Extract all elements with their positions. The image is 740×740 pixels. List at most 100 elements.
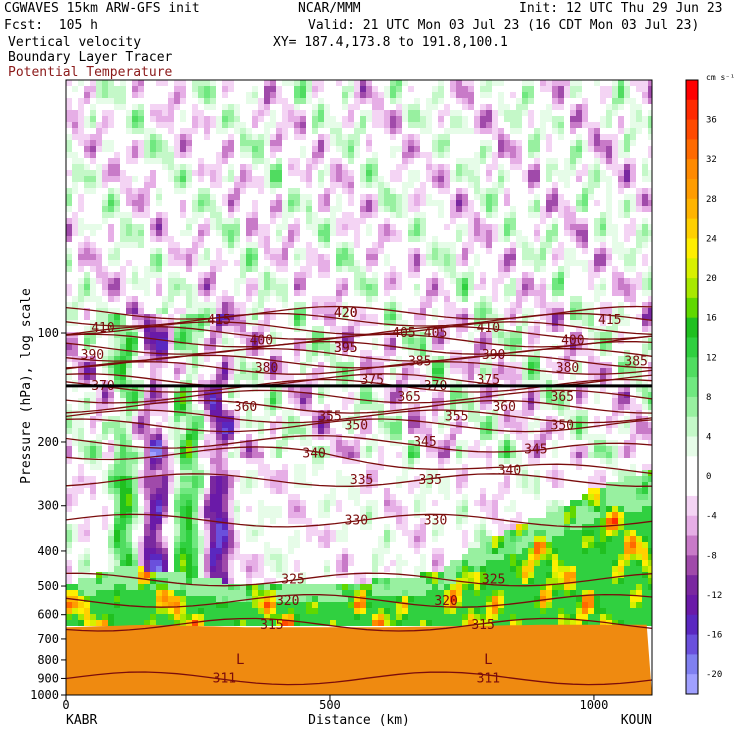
x-axis-title: Distance (km) (308, 713, 410, 728)
colorbar: 36 32 28 24 20 16 12 8 4 0 -4 -8 -12 -16 -20 (685, 79, 722, 695)
isentrope-label: 350 (345, 418, 368, 433)
isentrope-320 (66, 593, 652, 608)
colorbar-band (686, 357, 698, 378)
colorbar-band (686, 218, 698, 239)
colorbar-band (686, 297, 698, 319)
isentrope-label: 320 (434, 594, 457, 609)
isentrope-label: 311 (477, 671, 500, 686)
isentrope-335 (66, 473, 652, 487)
colorbar-band (686, 436, 698, 457)
colorbar-band (686, 198, 698, 220)
colorbar-band (686, 119, 698, 140)
colorbar-band (686, 258, 698, 279)
colorbar-band (686, 139, 698, 160)
forecast-hour: Fcst: 105 h (4, 18, 98, 33)
isentrope-420 (66, 305, 652, 320)
isentrope-label: 380 (255, 361, 278, 376)
isentrope-label: 360 (234, 400, 257, 415)
isentrope-label: 315 (471, 618, 494, 633)
isentrope-label: 390 (482, 348, 505, 363)
colorbar-tick-label: -8 (706, 551, 717, 561)
isentrope-label: 385 (408, 355, 431, 370)
isentrope-360 (66, 399, 652, 414)
colorbar-band (686, 575, 698, 596)
colorbar-band (686, 674, 698, 695)
isentrope-label: 345 (413, 435, 436, 450)
colorbar-band (686, 456, 698, 477)
endpoint-right: KOUN (621, 713, 652, 728)
isentrope-label: 315 (260, 618, 283, 633)
isentrope-380 (66, 361, 652, 375)
y-tick-label: 400 (37, 544, 59, 558)
isentrope-label: 405 (392, 326, 415, 341)
colorbar-tick-label: 24 (706, 234, 717, 244)
field-vertical-velocity: Vertical velocity (8, 35, 142, 50)
x-tick-label: 0 (62, 698, 69, 712)
isentrope-label: 320 (276, 594, 299, 609)
isentrope-label: 385 (624, 355, 647, 370)
isentrope-label: 380 (556, 361, 579, 376)
isentrope-label: 340 (498, 464, 521, 479)
colorbar-band (686, 80, 698, 101)
isentrope-325 (66, 572, 652, 587)
colorbar-band (686, 278, 698, 299)
model-title: CGWAVES 15km ARW-GFS init (4, 1, 200, 16)
colorbar-tick-label: 0 (706, 472, 711, 482)
colorbar-frame (685, 79, 699, 695)
colorbar-tick-label: 12 (706, 353, 717, 363)
isentrope-label: 415 (598, 313, 621, 328)
isentrope-365 (66, 389, 652, 404)
isentrope-label: 410 (477, 321, 500, 336)
y-axis-title: Pressure (hPa), log scale (19, 288, 34, 484)
ground-fill (66, 624, 652, 695)
colorbar-band (686, 179, 698, 200)
low-marker: L (236, 652, 244, 668)
endpoint-left: KABR (66, 713, 97, 728)
isentrope-label: 395 (334, 341, 357, 356)
institution-label: NCAR/MMM (298, 1, 361, 16)
isentrope-340 (66, 446, 652, 475)
colorbar-tick-label: 36 (706, 116, 717, 126)
cross-section-endpoints: XY= 187.4,173.8 to 191.8,100.1 (273, 35, 508, 50)
colorbar-band (686, 535, 698, 556)
isentrope-330 (66, 513, 652, 528)
isentrope-345 (66, 434, 652, 453)
y-tick-label: 500 (37, 579, 59, 593)
isentrope-label: 400 (561, 334, 584, 349)
colorbar-band (686, 515, 698, 537)
isentrope-label: 410 (91, 321, 114, 336)
isentrope-label: 415 (207, 313, 230, 328)
colorbar-band (686, 614, 698, 636)
isentrope-label: 311 (213, 671, 236, 686)
isentrope-label: 395 (334, 341, 357, 356)
isentrope-405 (66, 325, 652, 340)
colorbar-band (686, 238, 698, 259)
isentrope-label: 360 (492, 400, 515, 415)
valid-time: Valid: 21 UTC Mon 03 Jul 23 (16 CDT Mon … (308, 18, 700, 33)
isentrope-label: 365 (551, 390, 574, 405)
colorbar-band (686, 495, 698, 517)
colorbar-band (686, 416, 698, 438)
isentrope-label: 330 (424, 514, 447, 529)
y-tick-label: 100 (37, 326, 59, 340)
colorbar-tick-label: -4 (706, 512, 717, 522)
y-tick-label: 600 (37, 608, 59, 622)
field-potential-temperature: Potential Temperature (8, 65, 173, 80)
y-tick-label: 900 (37, 671, 59, 685)
colorbar-tick-label: -20 (706, 670, 722, 680)
isentrope-315 (66, 617, 652, 632)
isentrope-label: 355 (445, 409, 468, 424)
y-tick-label: 800 (37, 653, 59, 667)
field-boundary-layer-tracer: Boundary Layer Tracer (8, 50, 173, 65)
x-tick-label: 1000 (579, 698, 608, 712)
isentrope-label: 365 (397, 390, 420, 405)
plot-frame (65, 79, 653, 696)
isentrope-label: 345 (524, 443, 547, 458)
colorbar-band (686, 476, 698, 497)
colorbar-band (686, 99, 698, 121)
y-tick-label: 1000 (30, 688, 59, 702)
colorbar-band (686, 396, 698, 418)
colorbar-band (686, 555, 698, 576)
